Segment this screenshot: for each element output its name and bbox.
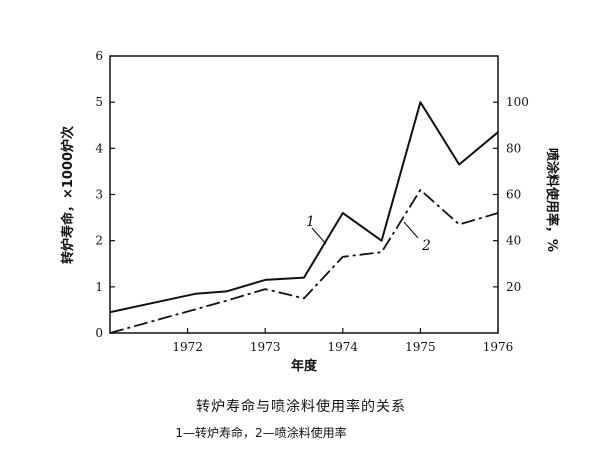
x-tick-label: 1973 — [250, 340, 281, 354]
series-1-line — [109, 101, 499, 314]
y-left-tick-label: 0 — [95, 326, 103, 340]
x-tick-label: 1976 — [483, 340, 514, 354]
series-1-leader — [311, 227, 327, 245]
series-1-tag: 1 — [306, 214, 315, 230]
x-tick-label: 1974 — [328, 340, 359, 354]
y-left-tick-label: 6 — [95, 49, 103, 63]
y-right-tick-label: 60 — [506, 188, 521, 202]
x-tick-label: 1975 — [405, 340, 436, 354]
y-left-tick-label: 4 — [95, 141, 103, 155]
series-2-leader — [403, 221, 419, 239]
y-right-tick-label: 100 — [506, 95, 529, 109]
y-left-tick-label: 5 — [95, 95, 103, 109]
y-right-tick-label: 20 — [506, 280, 521, 294]
chart-title: 转炉寿命与喷涂料使用率的关系 — [196, 399, 406, 415]
y-left-title: 转炉寿命，×1000炉次 — [60, 126, 76, 264]
series-2-tag: 2 — [421, 238, 431, 254]
x-axis-title: 年度 — [291, 358, 318, 374]
y-right-tick-label: 40 — [506, 234, 521, 248]
y-left-tick-label: 3 — [95, 188, 103, 202]
y-left-tick-label: 2 — [95, 234, 103, 248]
y-right-tick-label: 80 — [506, 141, 521, 155]
series-2-line — [109, 188, 499, 334]
y-left-tick-label: 1 — [95, 280, 103, 294]
plot-frame — [109, 55, 499, 334]
x-tick-label: 1972 — [172, 340, 203, 354]
legend-caption: 1—转炉寿命，2—喷涂料使用率 — [175, 426, 347, 440]
y-right-title: 喷涂料使用率，% — [544, 148, 560, 252]
